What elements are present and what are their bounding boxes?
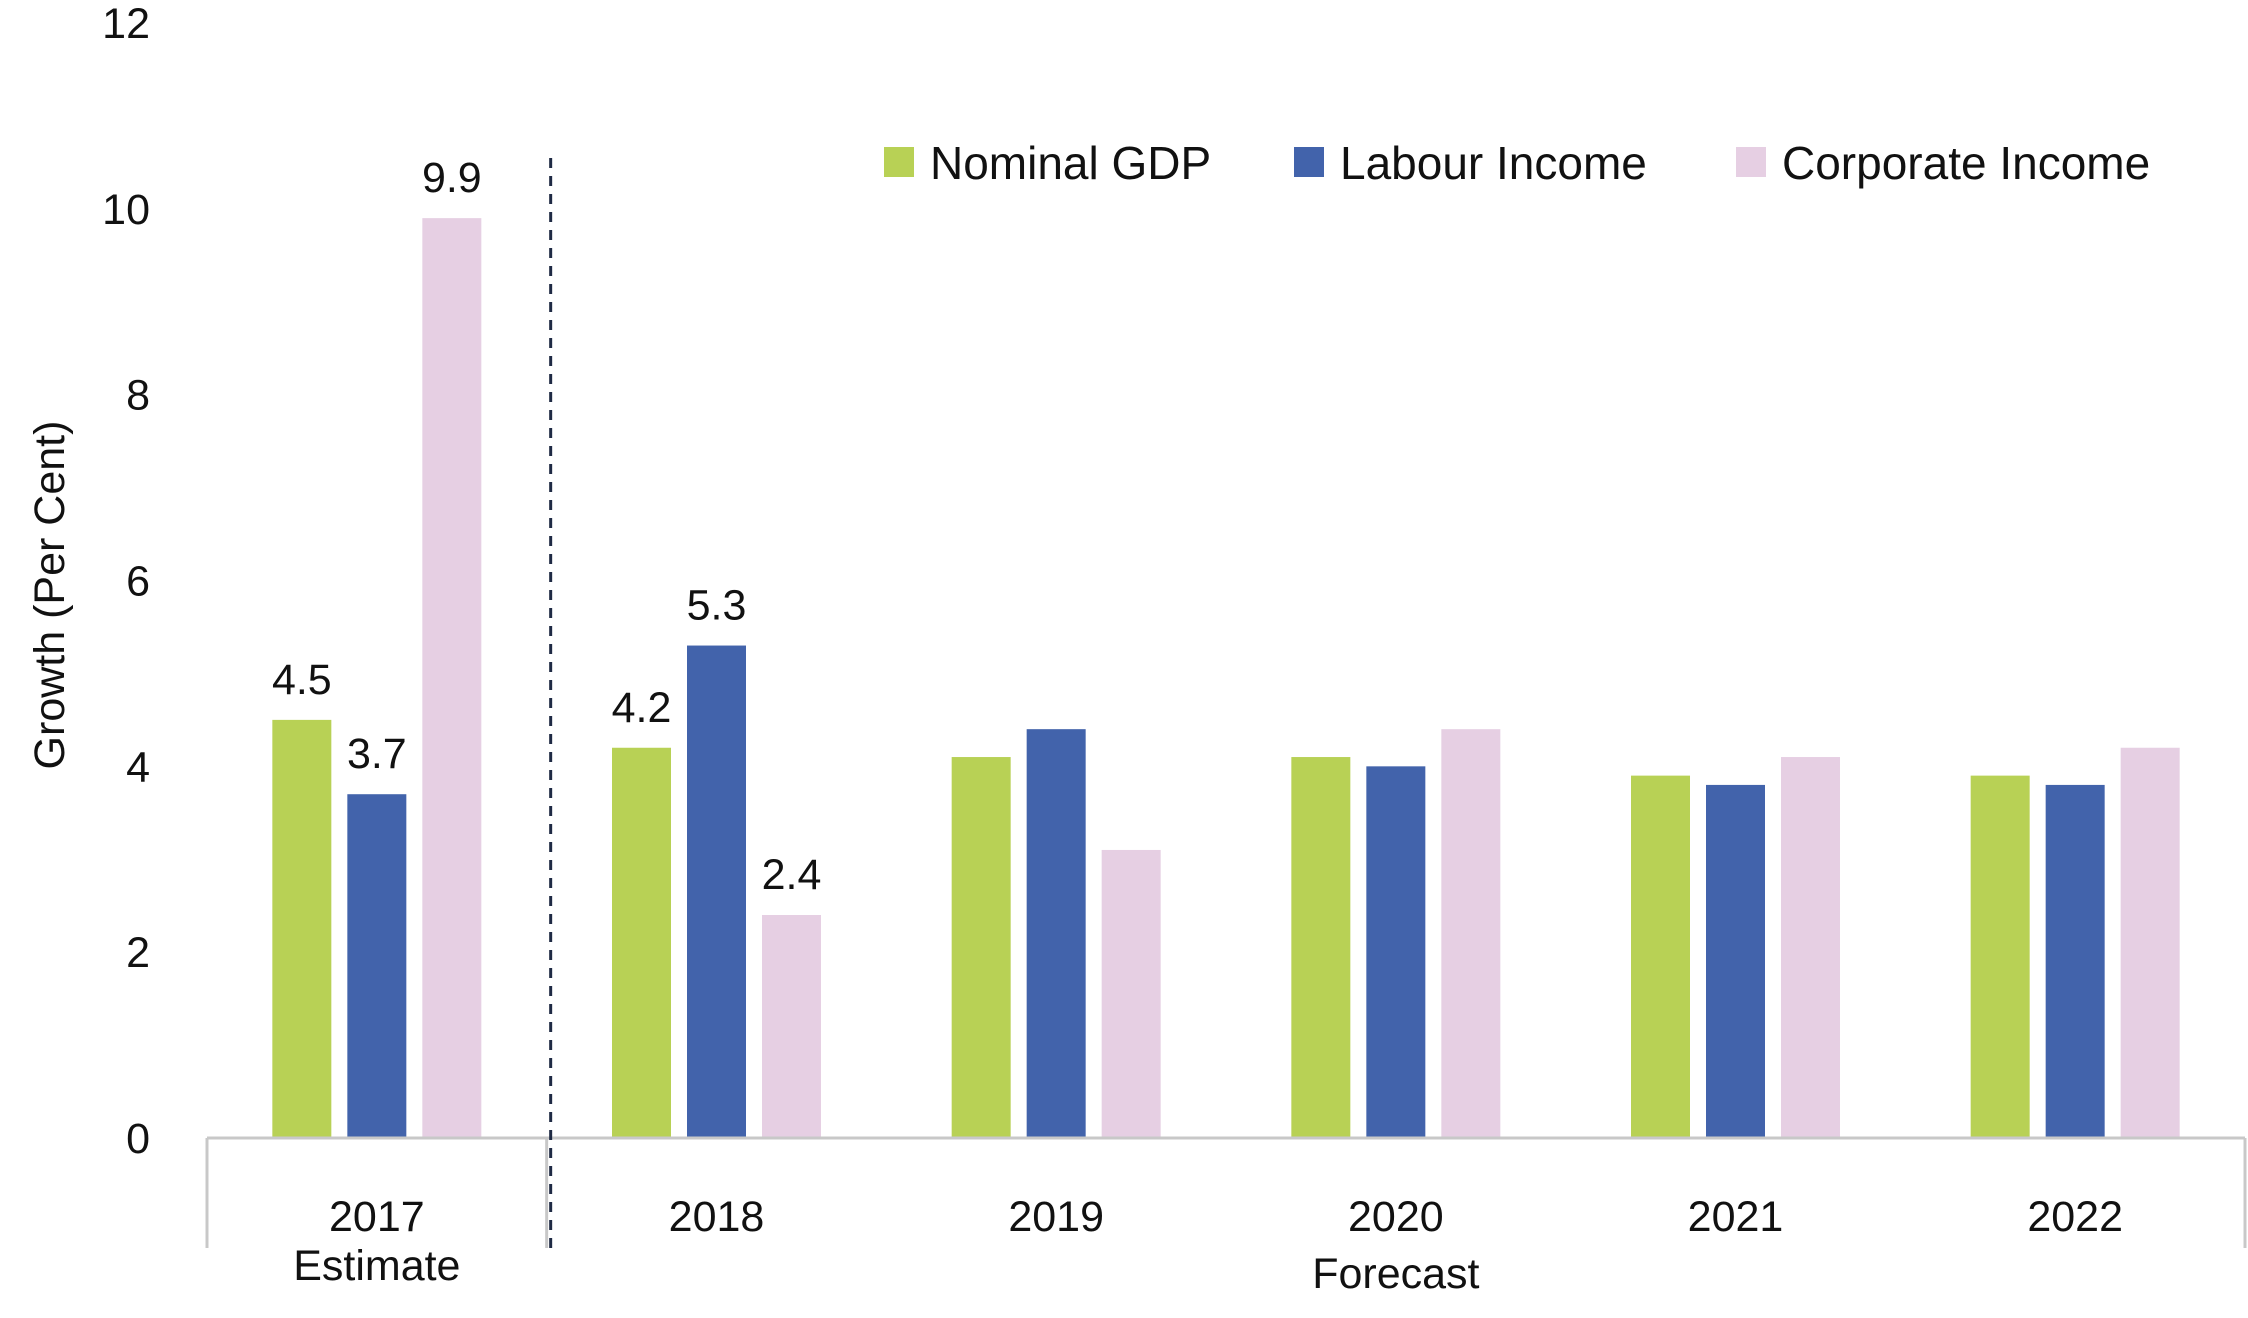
data-label: 9.9 bbox=[422, 154, 482, 202]
bar bbox=[1970, 775, 2030, 1138]
legend-label: Corporate Income bbox=[1782, 137, 2150, 189]
data-label: 2.4 bbox=[762, 851, 822, 899]
y-tick-label: 6 bbox=[126, 558, 150, 606]
data-label: 3.7 bbox=[347, 730, 407, 778]
bar bbox=[1101, 849, 1161, 1138]
data-label: 4.2 bbox=[612, 684, 672, 732]
legend: Nominal GDP Labour Income Corporate Income bbox=[884, 137, 2150, 189]
forecast-label: Forecast bbox=[1312, 1250, 1479, 1298]
y-tick-label: 2 bbox=[126, 929, 150, 977]
bar bbox=[1781, 757, 1840, 1138]
bar bbox=[422, 218, 482, 1138]
y-tick-label: 10 bbox=[102, 186, 150, 234]
y-tick-label: 12 bbox=[102, 0, 150, 48]
estimate-label: Estimate bbox=[293, 1242, 460, 1290]
x-tick-label: 2018 bbox=[669, 1193, 765, 1241]
x-tick-label: 2020 bbox=[1348, 1193, 1444, 1241]
bar bbox=[1366, 766, 1426, 1138]
y-axis-ticks: 0 2 4 6 8 10 12 bbox=[102, 0, 150, 1163]
x-tick-label: 2017 bbox=[329, 1193, 425, 1241]
y-tick-label: 0 bbox=[126, 1115, 150, 1163]
legend-item: Corporate Income bbox=[1736, 137, 2150, 189]
bar bbox=[1291, 757, 1351, 1138]
bar bbox=[1631, 775, 1690, 1138]
legend-swatch bbox=[1294, 147, 1324, 177]
bar bbox=[1026, 729, 1086, 1138]
y-axis-title: Growth (Per Cent) bbox=[26, 421, 74, 770]
bar bbox=[687, 645, 746, 1138]
legend-swatch bbox=[884, 147, 914, 177]
bar bbox=[612, 747, 671, 1138]
bars bbox=[272, 218, 2180, 1138]
bar bbox=[951, 757, 1011, 1138]
legend-item: Nominal GDP bbox=[884, 137, 1211, 189]
legend-label: Nominal GDP bbox=[930, 137, 1211, 189]
data-labels: 4.5 3.7 9.9 4.2 5.3 2.4 bbox=[272, 154, 821, 899]
data-label: 5.3 bbox=[687, 582, 747, 630]
data-label: 4.5 bbox=[272, 656, 332, 704]
bar bbox=[762, 915, 821, 1138]
bar bbox=[347, 794, 407, 1138]
x-tick-label: 2022 bbox=[2027, 1193, 2123, 1241]
legend-item: Labour Income bbox=[1294, 137, 1647, 189]
x-tick-label: 2021 bbox=[1688, 1193, 1784, 1241]
x-axis-tick-labels: 2017 2018 2019 2020 2021 2022 bbox=[329, 1193, 2123, 1241]
legend-swatch bbox=[1736, 147, 1766, 177]
legend-label: Labour Income bbox=[1340, 137, 1647, 189]
bar bbox=[1441, 729, 1501, 1138]
bar bbox=[2120, 747, 2180, 1138]
x-tick-label: 2019 bbox=[1008, 1193, 1104, 1241]
bar bbox=[1706, 784, 1765, 1138]
x-axis bbox=[205, 1136, 2247, 1248]
y-tick-label: 8 bbox=[126, 372, 150, 420]
bar bbox=[2045, 784, 2105, 1138]
y-tick-label: 4 bbox=[126, 743, 150, 791]
bar bbox=[272, 719, 332, 1138]
